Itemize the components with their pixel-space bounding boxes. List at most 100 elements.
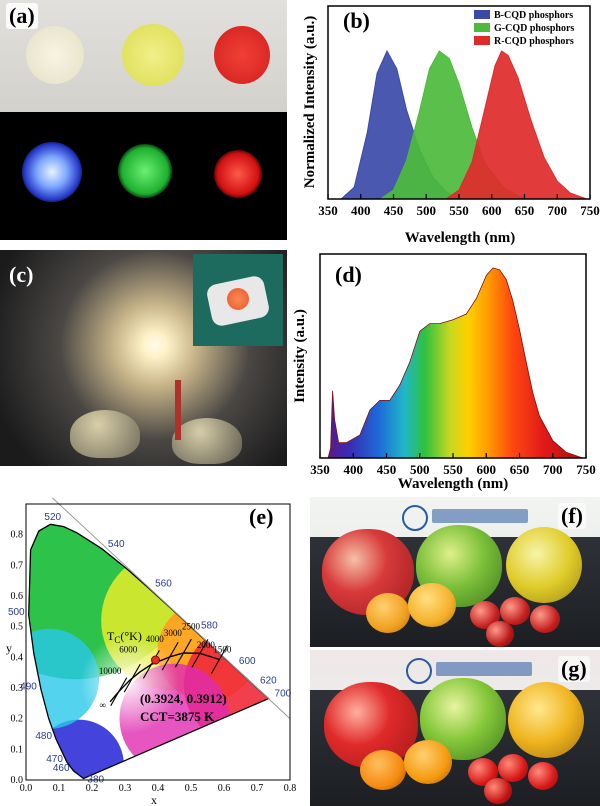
y-axis-label: Normalized Intensity (a.u.) (302, 16, 318, 189)
x-tick-label: 0.7 (251, 783, 264, 794)
panel-label-c: (c) (9, 262, 34, 287)
tc-label: TC(°K) (107, 629, 142, 645)
x-axis-label: Wavelength (nm) (405, 230, 515, 246)
y-tick-label: 0.5 (11, 622, 24, 633)
legend-swatch-red (474, 36, 490, 45)
pear-yellow (508, 682, 584, 758)
cie-diagram: 520540560580600620700500490480470460380 … (6, 497, 297, 806)
planckian-temp-label: 6000 (119, 645, 138, 655)
wavelength-label-580: 580 (201, 621, 218, 632)
powder-r-daylight (214, 26, 270, 84)
x-tick-label: 600 (482, 203, 502, 218)
series-r-cqd-phosphors (444, 50, 587, 200)
emission-spectra-chart: 350 400 450 500 550 600 650 700 750 Wavelength (… (302, 5, 600, 246)
x-tick-label: 750 (576, 462, 596, 477)
legend-entry-r: R-CQD phosphors (494, 36, 574, 47)
panel-label-d: (d) (335, 262, 362, 287)
powder-g-uv (118, 144, 172, 198)
x-tick-label: 350 (318, 203, 338, 218)
y-tick-label: 0.4 (11, 652, 24, 663)
wavelength-label-500: 500 (8, 607, 25, 618)
panel-b-chart: 350 400 450 500 550 600 650 700 750 Wavelength (… (288, 0, 600, 248)
panel-label-f: (f) (558, 503, 586, 529)
wavelength-label-490: 490 (20, 682, 37, 693)
powder-b-daylight (26, 26, 84, 84)
panel-g-photo: (g) (310, 650, 600, 806)
planckian-temp-label: ∞ (99, 700, 105, 710)
wavelength-label-700: 700 (275, 689, 292, 700)
wavelength-label-480: 480 (35, 731, 52, 742)
powder-r-uv (214, 150, 262, 198)
x-tick-label: 0.2 (86, 783, 99, 794)
x-tick-label: 0.3 (119, 783, 132, 794)
x-tick-label: 500 (410, 462, 430, 477)
wavelength-label-560: 560 (155, 579, 172, 590)
x-tick-label: 550 (449, 203, 469, 218)
x-tick-label: 0.5 (185, 783, 198, 794)
plot-frame (25, 503, 291, 781)
diagonal-line (52, 497, 291, 720)
x-tick-label: 0.0 (20, 783, 33, 794)
panel-c-photo: (c) (0, 250, 287, 466)
university-name-banner (432, 509, 528, 523)
chromaticity-point (150, 655, 160, 665)
x-tick-label: 450 (384, 203, 404, 218)
wavelength-label-520: 520 (44, 512, 61, 523)
x-tick-label: 600 (477, 462, 497, 477)
y-tick-label: 0.1 (11, 744, 24, 755)
tomato-4 (486, 621, 514, 647)
y-tick-label: 0.6 (11, 591, 24, 602)
point-coordinate-label: (0.3924, 0.3912) (140, 691, 227, 706)
university-logo (402, 505, 428, 531)
x-tick-label: 0.8 (284, 783, 297, 794)
panel-e-cie: 520 540 560 580 600 620 700 500 490 480 470 460 380 … (0, 494, 306, 806)
panel-f-photo: (f) (310, 497, 600, 647)
panel-label-e: (e) (249, 504, 274, 529)
panel-label-a: (a) (6, 3, 38, 29)
university-logo (406, 658, 432, 684)
y-tick-label: 0.8 (11, 530, 24, 541)
wavelength-label-620: 620 (260, 676, 277, 687)
isotemperature-line (123, 663, 141, 693)
isotemperature-line (161, 641, 179, 671)
y-axis-label: y (6, 641, 12, 655)
pear-yellow (506, 527, 582, 603)
x-tick-label: 700 (548, 203, 568, 218)
planckian-temp-label: 1500 (213, 645, 232, 655)
tomato-3 (530, 605, 560, 633)
panel-d-chart: 350 400 450 500 550 600 650 700 750 Wavelength (… (288, 250, 600, 494)
x-tick-label: 750 (580, 203, 600, 218)
y-tick-label: 0.0 (11, 775, 24, 786)
x-tick-label: 0.6 (218, 783, 231, 794)
tomato-3 (528, 762, 558, 790)
y-axis-label: Intensity (a.u.) (292, 309, 308, 403)
legend-swatch-green (474, 23, 490, 32)
planckian-temp-label: 10000 (99, 666, 122, 676)
x-tick-label: 350 (310, 462, 330, 477)
powder-g-daylight (122, 24, 184, 86)
led-wire (175, 380, 181, 440)
wavelength-label-460: 460 (53, 763, 70, 774)
x-tick-label: 400 (344, 462, 364, 477)
isotemperature-line (210, 645, 228, 674)
x-tick-label: 400 (351, 203, 371, 218)
planckian-temp-label: 3000 (164, 628, 183, 638)
legend-entry-g: G-CQD phosphors (494, 23, 574, 34)
x-tick-label: 500 (417, 203, 437, 218)
tomato-4 (484, 778, 512, 804)
powder-b-uv (22, 142, 82, 202)
legend-swatch-blue (474, 10, 490, 19)
x-tick-label: 650 (515, 203, 535, 218)
x-tick-label: 0.1 (53, 783, 66, 794)
planckian-temp-label: 4000 (146, 634, 165, 644)
led-inset-photo (193, 254, 283, 346)
x-axis-label: Wavelength (nm) (398, 476, 508, 492)
glove-finger-right (172, 418, 242, 464)
tomato-2 (498, 754, 528, 782)
x-axis-label: x (151, 793, 157, 806)
y-tick-label: 0.2 (11, 714, 24, 725)
isotemperature-line (110, 677, 128, 706)
orange-1 (360, 750, 406, 790)
series-wled-spectrum (327, 267, 583, 459)
y-tick-label: 0.3 (11, 683, 24, 694)
